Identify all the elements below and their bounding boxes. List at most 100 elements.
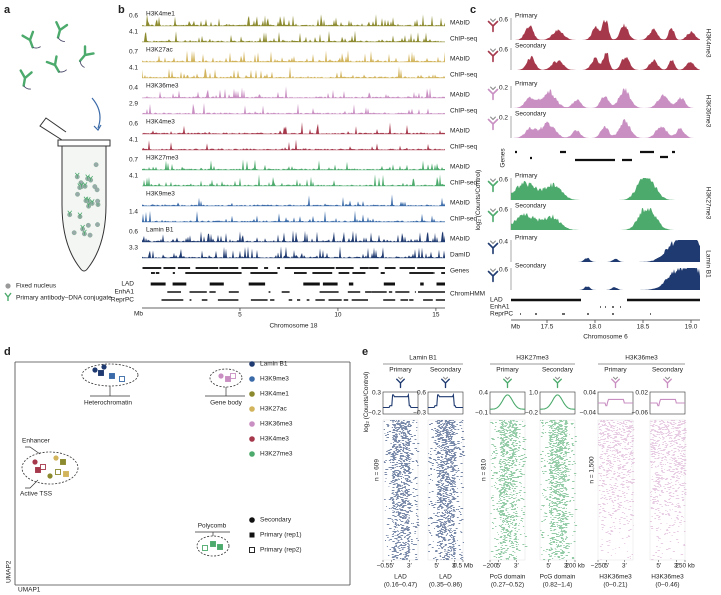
legend-symbol	[249, 517, 255, 523]
track-name: H3K4me3	[704, 29, 711, 58]
signal-track	[142, 210, 445, 222]
legend-label: Fixed nucleus	[16, 283, 57, 290]
profile-frame	[427, 391, 464, 415]
condition-label: Primary	[515, 235, 538, 242]
range-label: (0.16–0.47)	[384, 582, 417, 589]
x-tick-label: 5′	[389, 563, 395, 570]
track-name: Lamin B1	[704, 250, 711, 278]
antibody	[19, 69, 33, 90]
signal-track	[142, 246, 445, 258]
dna-tag	[79, 60, 85, 68]
gene-track	[515, 150, 675, 162]
signal-track	[142, 159, 445, 170]
nucleus	[93, 162, 99, 168]
assay-label: DamID	[450, 252, 471, 259]
umap-point	[63, 471, 69, 477]
track-name: H3K9me3	[146, 191, 175, 198]
antibody-icon	[487, 86, 499, 101]
antibody-shape	[487, 242, 499, 255]
assay-label: ChIP-seq	[450, 108, 477, 115]
nucleus	[85, 222, 91, 228]
profile-frame	[382, 391, 419, 415]
y-axis-label-part: 2	[365, 421, 370, 424]
y-axis-label: log2 (Counts/Control)	[475, 170, 482, 231]
profile-frame	[489, 391, 526, 415]
signal-track	[511, 19, 700, 40]
track-scale: 0.6	[129, 121, 138, 128]
group-title: H3K27me3	[516, 355, 549, 362]
x-tick-label: 3′	[622, 563, 628, 570]
antibody-shape	[45, 55, 61, 73]
antibody-icon	[487, 178, 499, 193]
panel-label: a	[4, 4, 11, 16]
antibody	[82, 182, 88, 188]
nuclei	[67, 162, 101, 238]
legend-label: Lamin B1	[260, 361, 288, 368]
profile-ymin: −0.2	[525, 410, 538, 417]
antibody-shape	[441, 378, 450, 389]
antibody-shape	[487, 210, 499, 223]
track-name: Lamin B1	[146, 227, 174, 234]
antibody-shape	[396, 378, 405, 389]
profile-line	[539, 394, 576, 410]
dna-tag	[23, 85, 31, 90]
antibody	[79, 182, 84, 188]
umap-point	[119, 376, 125, 382]
heatmap	[490, 420, 528, 560]
region-label: H3K36me3	[599, 574, 632, 581]
track-scale: 2.9	[129, 101, 138, 108]
antibody-shape	[487, 88, 499, 101]
annotation-label: LAD	[490, 297, 503, 304]
x-tick-label: 3′	[452, 563, 458, 570]
nucleus	[71, 230, 77, 236]
umap-point	[98, 370, 104, 376]
antibody	[21, 30, 41, 49]
condition-label: Secondary	[515, 203, 547, 210]
condition-label: Secondary	[515, 263, 547, 270]
condition-label: Primary	[496, 367, 519, 374]
antibody-icon	[611, 376, 620, 389]
antibody-icon	[663, 376, 672, 389]
legend-label: H3K4me1	[260, 391, 289, 398]
antibody-shape	[611, 378, 620, 389]
antibody	[67, 210, 73, 216]
region-label: LAD	[394, 574, 407, 581]
antibody-shape	[78, 45, 95, 63]
nucleus	[92, 184, 98, 189]
track-name: H3K4me3	[146, 119, 175, 126]
legend-symbol	[249, 436, 255, 442]
legend-label: H3K9me3	[260, 376, 289, 383]
umap-point	[32, 459, 38, 465]
antibody-shape	[19, 69, 33, 87]
antibody-shape	[504, 376, 511, 380]
signal-track	[511, 52, 700, 70]
signal-track	[142, 30, 445, 42]
umap-point	[217, 544, 223, 550]
cluster-label: Enhancer	[22, 438, 51, 445]
x-tick-label: −250	[591, 563, 606, 570]
signal-track	[511, 178, 700, 200]
antibody	[45, 55, 67, 73]
antibodies	[19, 20, 95, 90]
antibody-shape	[489, 48, 497, 53]
y-axis-label-part: /Control)	[475, 170, 482, 195]
umap-point	[109, 373, 115, 379]
legend-symbol	[5, 283, 11, 289]
x-tick-label: 3′	[674, 563, 680, 570]
range-label: (0.82–1.4)	[543, 582, 573, 589]
cluster-label: Active TSS	[20, 491, 53, 498]
antibody	[74, 172, 80, 178]
cluster-label: Gene body	[210, 400, 243, 407]
profile-ymax: 0.4	[479, 390, 488, 397]
signal-track	[142, 14, 445, 26]
track-scale: 4.1	[129, 65, 138, 72]
heatmap-frame	[649, 419, 686, 561]
profile-ymax: 0.3	[372, 390, 381, 397]
antibody-shape	[487, 180, 499, 193]
signal-track	[142, 230, 445, 242]
legend-label: H3K4me3	[260, 436, 289, 443]
umap-point	[210, 541, 216, 547]
panel-label: c	[470, 4, 476, 16]
nucleus	[95, 198, 100, 204]
condition-label: Primary	[515, 81, 538, 88]
